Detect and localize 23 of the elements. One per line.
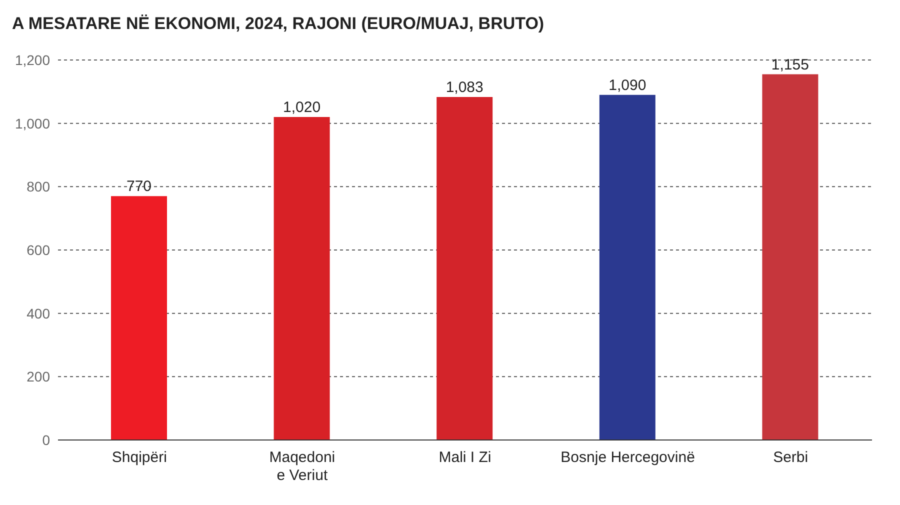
- bar: [599, 94, 656, 440]
- chart-title: A MESATARE NË EKONOMI, 2024, RAJONI (EURO/MUAJ, BRUTO): [11, 13, 546, 35]
- x-tick-label: Mali I Zi: [438, 449, 492, 466]
- data-label: 1,155: [771, 56, 809, 74]
- data-label: 770: [126, 178, 152, 196]
- bar: [436, 97, 493, 440]
- y-tick-label: 0: [42, 432, 50, 448]
- bar: [111, 196, 167, 440]
- y-tick-label: 1,000: [14, 115, 50, 132]
- data-label: 1,020: [283, 99, 321, 116]
- x-tick-label: Shqipëri: [112, 449, 167, 466]
- bar: [762, 74, 818, 440]
- x-tick-label: Serbi: [773, 449, 808, 466]
- bar: [274, 117, 330, 440]
- y-tick-label: 200: [26, 368, 50, 385]
- data-label: 1,083: [446, 79, 484, 96]
- data-label: 1,090: [608, 76, 646, 94]
- y-tick-label: 600: [26, 242, 50, 258]
- y-tick-label: 1,200: [14, 52, 50, 68]
- x-tick-label: Bosnje Hercegovinë: [560, 449, 695, 466]
- y-tick-label: 800: [26, 178, 50, 195]
- y-tick-label: 400: [26, 305, 50, 322]
- x-tick-label: Maqedoni e Veriut: [269, 449, 336, 484]
